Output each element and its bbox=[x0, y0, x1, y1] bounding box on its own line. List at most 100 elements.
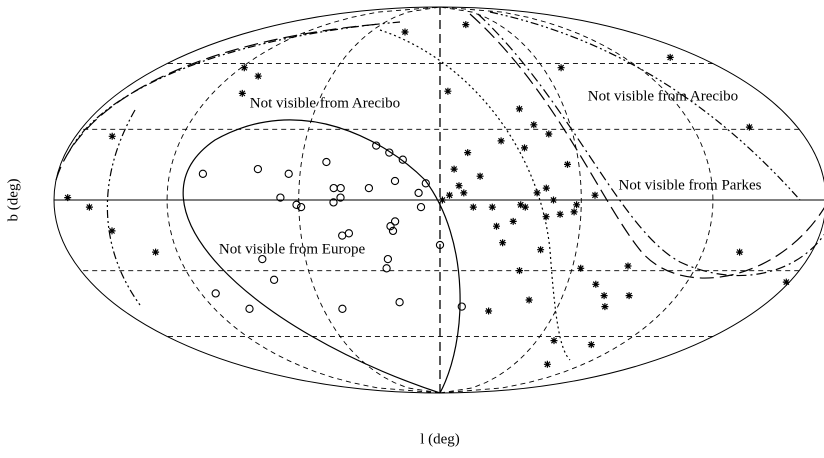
star-point bbox=[587, 341, 595, 349]
circle-point bbox=[296, 202, 306, 212]
star-point bbox=[493, 222, 500, 230]
arecibo-boundary bbox=[469, 13, 824, 279]
star-point bbox=[455, 182, 463, 190]
circle-point bbox=[435, 240, 445, 250]
star-point bbox=[516, 267, 523, 275]
star-point bbox=[525, 296, 533, 304]
arecibo-boundary-north bbox=[489, 11, 801, 201]
series-circle bbox=[198, 141, 466, 313]
star-point bbox=[564, 160, 571, 168]
star-point bbox=[782, 278, 790, 286]
circle-point bbox=[253, 164, 263, 174]
meridian-grid-line bbox=[439, 6, 714, 394]
star-point bbox=[85, 203, 93, 211]
star-point bbox=[666, 53, 674, 61]
star-point bbox=[533, 189, 541, 197]
annotation: Not visible from Europe bbox=[219, 241, 366, 257]
circle-point bbox=[269, 275, 279, 284]
y-axis-label: b (deg) bbox=[5, 179, 21, 222]
left-dashdot-boundary bbox=[69, 21, 401, 151]
europe-boundary bbox=[182, 119, 461, 394]
star-point bbox=[517, 201, 525, 209]
circle-point bbox=[364, 183, 374, 193]
star-point bbox=[450, 165, 458, 173]
star-point bbox=[550, 337, 558, 345]
star-point bbox=[438, 196, 446, 204]
left-dashed-boundary bbox=[55, 23, 381, 181]
star-point bbox=[488, 203, 496, 211]
star-point bbox=[499, 239, 507, 247]
star-point bbox=[570, 208, 578, 216]
star-point bbox=[600, 292, 608, 300]
circle-point bbox=[386, 222, 395, 231]
star-point bbox=[240, 64, 248, 72]
circle-point bbox=[338, 231, 347, 240]
annotation: Not visible from Arecibo bbox=[588, 88, 738, 104]
star-point bbox=[550, 196, 557, 204]
series-star bbox=[64, 21, 790, 368]
star-point bbox=[736, 248, 744, 256]
star-point bbox=[556, 210, 564, 218]
star-point bbox=[624, 262, 632, 270]
star-point bbox=[542, 213, 550, 221]
circle-point bbox=[390, 176, 400, 186]
star-point bbox=[530, 121, 538, 129]
circle-point bbox=[421, 179, 430, 188]
star-point bbox=[238, 89, 246, 97]
star-point bbox=[254, 72, 262, 80]
circle-point bbox=[338, 304, 347, 313]
circle-point bbox=[414, 188, 423, 198]
star-point bbox=[460, 189, 468, 197]
star-point bbox=[497, 137, 505, 145]
circle-point bbox=[336, 193, 345, 202]
star-point bbox=[591, 191, 599, 199]
star-point bbox=[469, 203, 477, 211]
left-dashdot-lower bbox=[106, 109, 141, 306]
circle-point bbox=[416, 202, 426, 212]
circle-point bbox=[372, 141, 381, 150]
circle-point bbox=[390, 217, 400, 226]
star-point bbox=[537, 246, 545, 254]
circle-point bbox=[385, 148, 394, 157]
star-point bbox=[509, 217, 517, 225]
star-point bbox=[542, 184, 550, 192]
circle-point bbox=[258, 254, 267, 264]
circle-point bbox=[211, 289, 220, 298]
star-point bbox=[573, 201, 581, 209]
circle-point bbox=[329, 183, 338, 193]
circle-point bbox=[395, 298, 404, 307]
star-point bbox=[476, 172, 484, 180]
circle-point bbox=[198, 169, 208, 178]
star-point bbox=[108, 227, 116, 235]
star-point bbox=[485, 307, 493, 315]
star-point bbox=[577, 264, 585, 272]
dotted-boundary bbox=[379, 29, 571, 361]
star-point bbox=[625, 292, 633, 300]
star-point bbox=[592, 280, 600, 288]
circle-point bbox=[344, 229, 354, 238]
star-point bbox=[108, 132, 116, 140]
circle-point bbox=[336, 183, 345, 193]
circle-point bbox=[329, 198, 338, 207]
star-point bbox=[152, 248, 160, 256]
star-point bbox=[401, 28, 409, 36]
star-point bbox=[557, 64, 565, 72]
star-point bbox=[464, 149, 472, 157]
star-point bbox=[601, 303, 609, 311]
circle-point bbox=[276, 193, 285, 202]
circle-point bbox=[292, 200, 301, 209]
visibility-boundaries bbox=[55, 11, 824, 394]
star-point bbox=[521, 203, 529, 211]
star-point bbox=[515, 105, 523, 113]
circle-point bbox=[398, 155, 407, 164]
annotation: Not visible from Arecibo bbox=[250, 95, 400, 111]
parkes-boundary bbox=[477, 13, 824, 277]
star-point bbox=[543, 360, 551, 368]
circle-point bbox=[457, 302, 466, 311]
meridian-grid-line bbox=[166, 6, 441, 394]
circle-point bbox=[284, 169, 293, 178]
circle-point bbox=[382, 264, 391, 273]
star-point bbox=[64, 194, 72, 202]
